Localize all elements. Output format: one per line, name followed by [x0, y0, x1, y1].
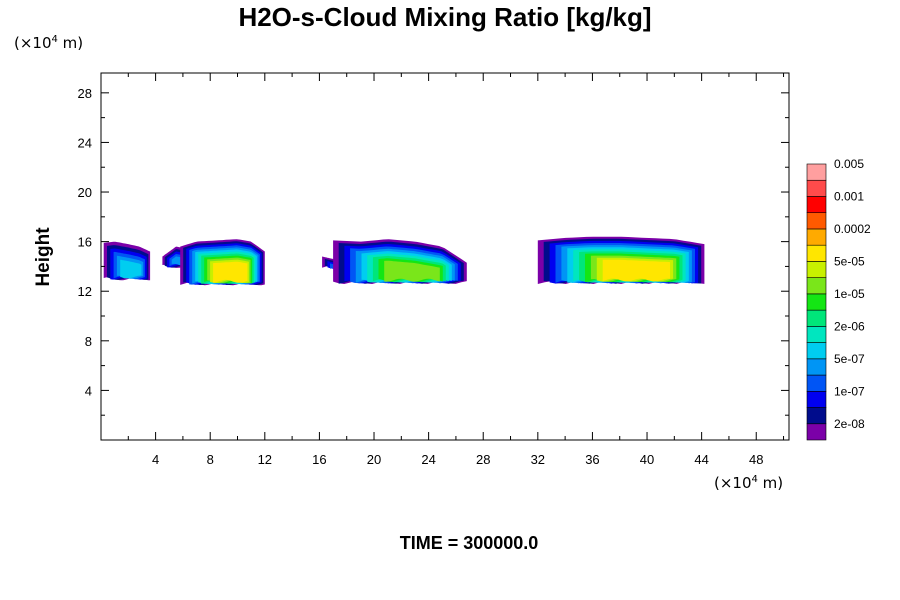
x-tick-label: 48: [749, 452, 763, 467]
x-tick-label: 8: [207, 452, 214, 467]
colorbar-label: 2e-08: [834, 417, 865, 431]
y-tick-label: 24: [78, 135, 92, 150]
cloud-a: [103, 241, 151, 281]
time-label: TIME = 300000.0: [400, 533, 539, 553]
x-tick-label: 40: [640, 452, 654, 467]
colorbar-label: 0.001: [834, 189, 864, 203]
x-tick-label: 12: [258, 452, 272, 467]
colorbar-label: 0.005: [834, 157, 864, 171]
colorbar-swatch: [806, 163, 827, 181]
y-tick-label: 8: [85, 334, 92, 349]
cloud-e: [333, 239, 467, 284]
colorbar-swatch: [806, 244, 827, 262]
colorbar-label: 1e-05: [834, 287, 865, 301]
y-tick-label: 12: [78, 284, 92, 299]
x-tick-label: 4: [152, 452, 159, 467]
y-tick-label: 16: [78, 235, 92, 250]
colorbar-swatch: [806, 228, 827, 246]
x-tick-label: 36: [585, 452, 599, 467]
colorbar-swatch: [806, 196, 827, 214]
cloud-layer: [103, 236, 705, 286]
cloud-c-band-11: [213, 261, 248, 283]
x-unit-label: (×104 m): [714, 474, 783, 492]
colorbar-label: 0.0002: [834, 222, 871, 236]
x-tick-label: 32: [531, 452, 545, 467]
cloud-a-band-5: [120, 259, 142, 279]
cloud-f-band-11: [602, 259, 670, 282]
colorbar-swatch: [806, 277, 827, 295]
colorbar-swatch: [806, 261, 827, 278]
x-tick-label: 44: [694, 452, 708, 467]
colorbar-swatch: [806, 358, 827, 376]
y-axis-label: Height: [33, 227, 54, 287]
colorbar-swatch: [806, 179, 827, 197]
y-tick-label: 20: [78, 185, 92, 200]
y-unit-label: (×104 m): [14, 34, 83, 52]
colorbar-label: 2e-06: [834, 319, 865, 333]
colorbar-swatch: [806, 423, 827, 441]
chart-title: H2O-s-Cloud Mixing Ratio [kg/kg]: [238, 2, 651, 32]
colorbar-swatch: [806, 326, 827, 343]
colorbar-swatch: [806, 212, 827, 230]
colorbar-label: 5e-05: [834, 254, 865, 268]
x-tick-label: 28: [476, 452, 490, 467]
y-tick-label: 28: [78, 86, 92, 101]
colorbar-swatch: [806, 342, 827, 360]
cloud-c: [180, 239, 265, 286]
y-tick-label: 4: [85, 383, 92, 398]
x-tick-label: 20: [367, 452, 381, 467]
plot-frame: [100, 72, 790, 441]
colorbar-swatch: [806, 390, 827, 408]
x-tick-label: 24: [421, 452, 435, 467]
cloud-f: [537, 236, 705, 284]
colorbar-label: 1e-07: [834, 384, 865, 398]
colorbar-swatch: [806, 374, 827, 392]
colorbar-swatch: [806, 293, 827, 311]
x-tick-label: 16: [312, 452, 326, 467]
colorbar: 2e-08 1e-07 5e-07 2e-06 1e-05 5e-05 0.0002 0.00…: [806, 157, 871, 441]
colorbar-swatch: [806, 407, 827, 425]
colorbar-label: 5e-07: [834, 352, 865, 366]
colorbar-swatch: [806, 309, 827, 327]
cloud-e-band-9: [384, 260, 440, 282]
